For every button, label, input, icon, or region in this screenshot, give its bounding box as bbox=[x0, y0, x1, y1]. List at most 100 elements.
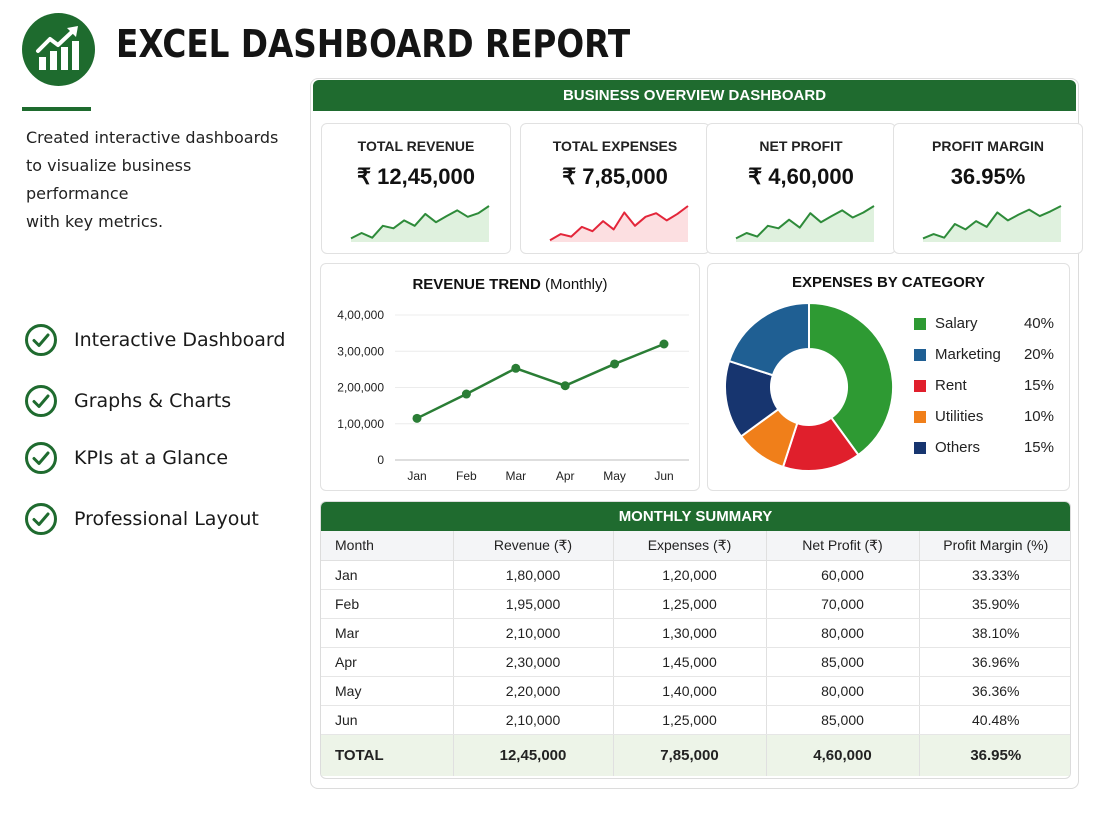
legend-label: Rent bbox=[935, 377, 967, 394]
legend-swatch bbox=[914, 349, 926, 361]
kpi-title: NET PROFIT bbox=[759, 138, 843, 154]
feature-label: Graphs & Charts bbox=[74, 390, 232, 412]
legend-swatch bbox=[914, 442, 926, 454]
legend-percent: 15% bbox=[1023, 377, 1054, 394]
monthly-summary-table: MONTHLY SUMMARY Month Revenue (₹) Expens… bbox=[320, 501, 1071, 779]
kpi-card-total-expenses[interactable]: TOTAL EXPENSES ₹ 7,85,000 bbox=[520, 123, 710, 254]
summary-banner: MONTHLY SUMMARY bbox=[321, 502, 1070, 531]
page-title: EXCEL DASHBOARD REPORT bbox=[116, 22, 631, 66]
chart-title: REVENUE TREND (Monthly) bbox=[321, 276, 699, 293]
table-row[interactable]: Mar 2,10,000 1,30,000 80,000 38.10% bbox=[321, 618, 1070, 648]
legend-percent: 40% bbox=[1023, 315, 1054, 332]
table-row[interactable]: Jan 1,80,000 1,20,000 60,000 33.33% bbox=[321, 560, 1070, 590]
y-tick-label: 0 bbox=[377, 453, 384, 467]
cell-expenses: 1,25,000 bbox=[613, 705, 767, 735]
legend-swatch bbox=[914, 380, 926, 392]
y-tick-label: 4,00,000 bbox=[337, 308, 384, 322]
cell-total-profit-margin: 36.95% bbox=[919, 734, 1070, 776]
kpi-title: TOTAL REVENUE bbox=[357, 138, 475, 154]
column-header[interactable]: Expenses (₹) bbox=[613, 531, 767, 561]
check-circle-icon bbox=[25, 385, 57, 417]
legend-percent: 20% bbox=[1023, 346, 1054, 363]
cell-total-net-profit: 4,60,000 bbox=[766, 734, 920, 776]
feature-item: Interactive Dashboard bbox=[24, 322, 285, 358]
legend-label: Marketing bbox=[935, 346, 1001, 363]
data-point bbox=[560, 381, 570, 391]
title-underline bbox=[22, 107, 91, 111]
legend-label: Utilities bbox=[935, 408, 984, 425]
sparkline-line bbox=[922, 205, 1062, 240]
cell-month: Jan bbox=[321, 560, 454, 590]
check-circle-icon bbox=[25, 324, 57, 356]
cell-expenses: 1,30,000 bbox=[613, 618, 767, 648]
cell-month: Mar bbox=[321, 618, 454, 648]
sparkline-area bbox=[351, 206, 489, 242]
cell-net-profit: 80,000 bbox=[766, 676, 920, 706]
y-tick-label: 2,00,000 bbox=[337, 381, 384, 395]
cell-revenue: 1,80,000 bbox=[453, 560, 614, 590]
cell-revenue: 1,95,000 bbox=[453, 589, 614, 619]
table-row[interactable]: Apr 2,30,000 1,45,000 85,000 36.96% bbox=[321, 647, 1070, 677]
table-row[interactable]: May 2,20,000 1,40,000 80,000 36.36% bbox=[321, 676, 1070, 706]
x-tick-label: Jun bbox=[654, 469, 673, 483]
x-tick-label: Apr bbox=[556, 469, 575, 483]
cell-expenses: 1,40,000 bbox=[613, 676, 767, 706]
sparkline-line bbox=[735, 205, 875, 240]
kpi-value: ₹ 12,45,000 bbox=[357, 164, 475, 189]
kpi-value: ₹ 7,85,000 bbox=[562, 164, 668, 189]
table-row[interactable]: Feb 1,95,000 1,25,000 70,000 35.90% bbox=[321, 589, 1070, 619]
kpi-card-total-revenue[interactable]: TOTAL REVENUE ₹ 12,45,000 bbox=[321, 123, 511, 254]
cell-profit-margin: 35.90% bbox=[919, 589, 1070, 619]
chart-title: EXPENSES BY CATEGORY bbox=[791, 274, 986, 291]
legend-item: Utilities 10% bbox=[914, 407, 1064, 427]
expenses-donut-chart bbox=[724, 301, 894, 472]
column-header[interactable]: Revenue (₹) bbox=[453, 531, 614, 561]
table-row[interactable]: Jun 2,10,000 1,25,000 85,000 40.48% bbox=[321, 705, 1070, 735]
data-point bbox=[412, 413, 422, 423]
y-tick-label: 1,00,000 bbox=[337, 417, 384, 431]
revenue-trend-chart: 4,00,000 3,00,000 2,00,000 1,00,000 0 Jan Feb M… bbox=[337, 308, 689, 483]
kpi-sparkline bbox=[735, 205, 875, 242]
sparkline-line bbox=[549, 205, 689, 242]
x-tick-label: Mar bbox=[505, 469, 526, 483]
feature-item: Graphs & Charts bbox=[24, 383, 231, 419]
pie-slice bbox=[727, 301, 810, 377]
pie-slice bbox=[808, 301, 894, 457]
cell-net-profit: 60,000 bbox=[766, 560, 920, 590]
column-header[interactable]: Month bbox=[321, 531, 454, 561]
kpi-sparkline bbox=[549, 205, 689, 242]
cell-net-profit: 85,000 bbox=[766, 647, 920, 677]
table-header-row: Month Revenue (₹) Expenses (₹) Net Profi… bbox=[321, 531, 1070, 561]
y-tick-label: 3,00,000 bbox=[337, 344, 384, 358]
kpi-value: ₹ 4,60,000 bbox=[748, 164, 854, 189]
feature-item: KPIs at a Glance bbox=[24, 440, 228, 476]
expenses-card: EXPENSES BY CATEGORY Salary 40% Marketin… bbox=[707, 263, 1070, 491]
legend-percent: 15% bbox=[1023, 439, 1054, 456]
cell-net-profit: 80,000 bbox=[766, 618, 920, 648]
legend-item: Rent 15% bbox=[914, 376, 1064, 396]
data-point bbox=[461, 389, 471, 399]
legend-percent: 10% bbox=[1023, 408, 1054, 425]
dashboard-banner: BUSINESS OVERVIEW DASHBOARD bbox=[313, 80, 1076, 111]
x-tick-label: May bbox=[603, 469, 626, 483]
column-header[interactable]: Profit Margin (%) bbox=[919, 531, 1070, 561]
kpi-title: TOTAL EXPENSES bbox=[552, 138, 678, 154]
cell-expenses: 1,45,000 bbox=[613, 647, 767, 677]
feature-label: Professional Layout bbox=[74, 508, 259, 530]
cell-total-label: TOTAL bbox=[321, 734, 454, 776]
kpi-card-profit-margin[interactable]: PROFIT MARGIN 36.95% bbox=[893, 123, 1083, 254]
cell-profit-margin: 40.48% bbox=[919, 705, 1070, 735]
kpi-card-net-profit[interactable]: NET PROFIT ₹ 4,60,000 bbox=[706, 123, 896, 254]
cell-total-expenses: 7,85,000 bbox=[613, 734, 767, 776]
chart-subtitle: (Monthly) bbox=[545, 276, 608, 293]
legend-item: Salary 40% bbox=[914, 314, 1064, 334]
data-point bbox=[610, 359, 620, 369]
kpi-sparkline bbox=[922, 205, 1062, 242]
cell-month: May bbox=[321, 676, 454, 706]
chart-title-text: REVENUE TREND bbox=[412, 276, 541, 293]
x-tick-label: Feb bbox=[456, 469, 477, 483]
column-header[interactable]: Net Profit (₹) bbox=[766, 531, 920, 561]
feature-label: KPIs at a Glance bbox=[74, 447, 229, 469]
chart-logo-icon bbox=[22, 13, 95, 86]
cell-month: Jun bbox=[321, 705, 454, 735]
